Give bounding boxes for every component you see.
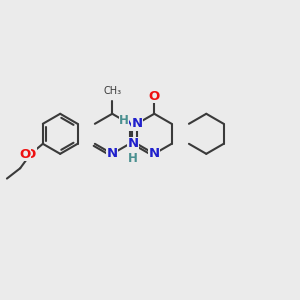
Text: O: O [25, 148, 36, 160]
Text: O: O [19, 148, 30, 160]
Text: CH₃: CH₃ [103, 85, 121, 95]
Text: N: N [124, 117, 135, 130]
Text: N: N [107, 147, 118, 160]
Text: N: N [131, 117, 142, 130]
Text: H: H [128, 152, 138, 165]
Text: H: H [119, 114, 129, 127]
Text: N: N [128, 137, 139, 150]
Text: N: N [149, 147, 160, 160]
Text: O: O [148, 90, 160, 103]
